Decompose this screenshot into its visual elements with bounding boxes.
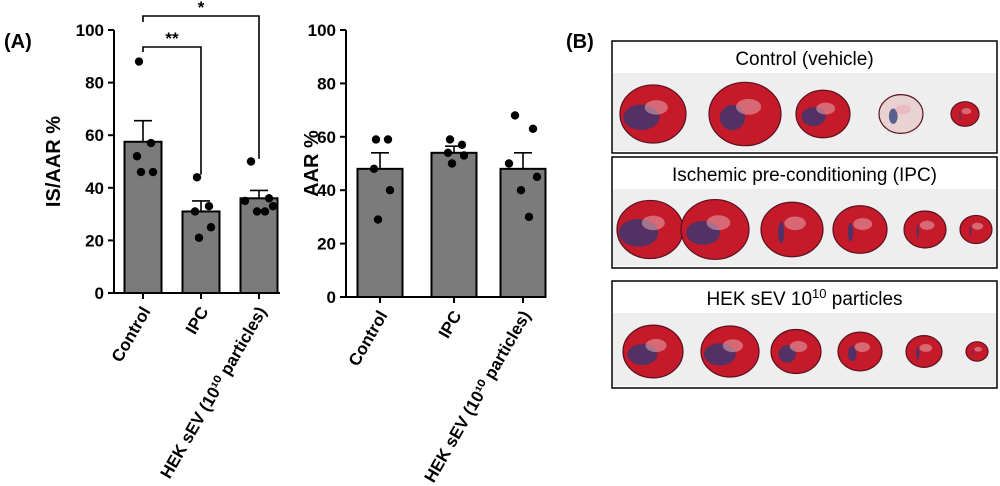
slice-highlight	[919, 220, 935, 230]
data-point	[447, 159, 457, 168]
slice-highlight	[722, 339, 744, 353]
data-point	[504, 159, 514, 168]
aar-region	[959, 110, 961, 121]
image-box-title: Control (vehicle)	[735, 49, 873, 70]
slice-highlight	[961, 108, 972, 115]
data-point	[194, 233, 204, 242]
aar-region	[888, 108, 898, 124]
panel-b-heart-slices: Control (vehicle) Ischemic pre-conditioni…	[611, 40, 998, 389]
slice-highlight	[645, 338, 667, 353]
y-axis-title: IS/AAR %	[43, 116, 65, 207]
slice-highlight	[706, 215, 731, 231]
slice-highlight	[736, 98, 762, 115]
data-point	[532, 172, 542, 182]
panel-b-label: (B)	[566, 31, 594, 53]
data-point	[385, 186, 395, 195]
significance-bracket	[142, 46, 202, 175]
slice-highlight	[895, 104, 911, 115]
data-point	[192, 173, 202, 182]
x-tick-label: Control	[345, 308, 392, 370]
slice-highlight	[789, 341, 808, 352]
y-tick-label: 40	[85, 179, 104, 198]
data-point	[246, 157, 256, 166]
y-tick-label: 60	[317, 128, 336, 147]
y-tick-label: 0	[327, 288, 336, 307]
bar	[356, 167, 404, 298]
slice-highlight	[974, 346, 982, 352]
data-point	[132, 152, 142, 161]
data-point	[146, 138, 156, 148]
data-point	[369, 164, 379, 174]
data-point	[445, 135, 455, 144]
data-point	[510, 111, 520, 120]
data-point	[206, 223, 216, 232]
aar-region	[778, 221, 785, 244]
slice-highlight	[972, 222, 984, 230]
data-point	[528, 124, 538, 133]
significance-label: **	[165, 29, 179, 48]
y-tick-label: 80	[85, 74, 104, 93]
bar	[181, 210, 221, 294]
data-point	[204, 202, 214, 211]
data-point	[268, 202, 278, 211]
bar	[123, 140, 163, 294]
data-point	[373, 215, 383, 224]
slice-highlight	[784, 216, 806, 231]
data-point	[516, 186, 526, 195]
data-point	[264, 194, 274, 203]
bar	[430, 151, 478, 298]
y-tick-label: 20	[317, 235, 336, 254]
data-point	[240, 196, 250, 206]
aar-region	[916, 224, 919, 239]
y-axis-title: AAR %	[301, 130, 323, 197]
y-tick-label: 60	[85, 126, 104, 145]
data-point	[134, 57, 144, 66]
x-tick-label: HEK sEV (10¹⁰ particles)	[157, 304, 271, 482]
x-tick-label: IPC	[435, 308, 466, 342]
aar-region	[915, 347, 920, 360]
slice-highlight	[919, 343, 933, 352]
slice-highlight	[816, 102, 836, 115]
slice-highlight	[644, 100, 668, 115]
slice-highlight	[853, 218, 873, 231]
aar-region	[969, 225, 972, 237]
data-point	[459, 151, 469, 160]
image-box-title: HEK sEV 1010 particles	[706, 286, 902, 310]
data-point	[148, 167, 158, 177]
y-tick-label: 100	[76, 21, 104, 40]
data-point	[371, 135, 381, 144]
significance-bracket	[142, 15, 260, 159]
aar-region	[847, 346, 857, 362]
image-box-title: Ischemic pre-conditioning (IPC)	[672, 165, 937, 186]
data-point	[383, 135, 393, 144]
data-point	[252, 207, 262, 216]
x-tick-label: Control	[108, 304, 155, 366]
data-point	[524, 212, 534, 222]
data-point	[136, 167, 146, 177]
data-point	[457, 140, 467, 150]
x-tick-label: IPC	[182, 304, 213, 338]
data-point	[443, 148, 453, 158]
aar-region	[972, 348, 974, 357]
significance-label: *	[198, 0, 205, 17]
y-tick-label: 40	[317, 181, 336, 200]
y-tick-label: 0	[95, 284, 104, 303]
panel-a-label: (A)	[4, 31, 32, 53]
slice-highlight	[641, 215, 665, 231]
y-tick-label: 100	[308, 21, 336, 40]
data-point	[260, 207, 270, 216]
data-point	[190, 207, 200, 216]
y-tick-label: 20	[85, 231, 104, 250]
y-tick-label: 80	[317, 74, 336, 93]
aar-region	[847, 222, 854, 242]
slice-highlight	[854, 342, 870, 352]
